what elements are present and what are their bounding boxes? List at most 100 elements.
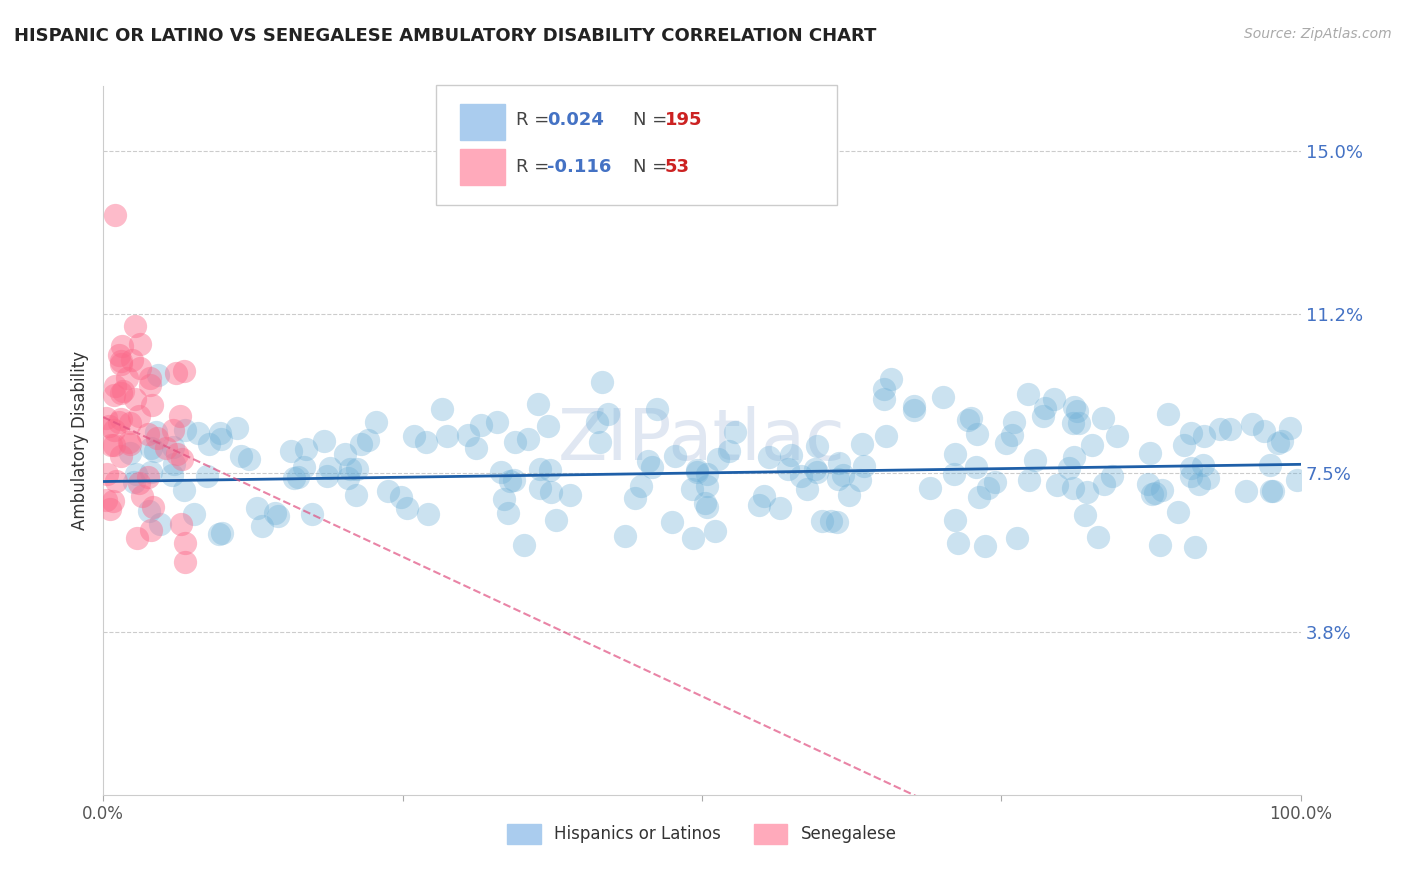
Point: [128, 336, 150, 351]
Point: [752, 489, 775, 503]
Point: [1076, 484, 1098, 499]
Point: [128, 476, 150, 491]
Point: [1063, 450, 1085, 465]
Point: [120, 446, 142, 460]
Point: [503, 434, 526, 449]
Point: [682, 531, 704, 545]
Point: [1080, 438, 1102, 452]
Point: [789, 468, 811, 483]
Point: [364, 415, 387, 429]
Point: [503, 474, 526, 488]
Point: [103, 423, 125, 437]
Point: [118, 417, 141, 431]
Point: [465, 441, 488, 455]
Point: [187, 426, 209, 441]
Point: [108, 415, 131, 429]
Point: [94, 493, 117, 508]
Point: [173, 555, 195, 569]
Point: [1062, 481, 1084, 495]
Point: [585, 415, 607, 429]
Point: [104, 208, 127, 222]
Point: [591, 375, 613, 389]
Point: [124, 475, 146, 490]
Point: [831, 468, 853, 483]
Point: [853, 458, 876, 473]
Point: [162, 467, 184, 482]
Point: [489, 465, 512, 479]
Point: [1143, 486, 1166, 500]
Point: [173, 483, 195, 497]
Point: [537, 419, 560, 434]
Point: [1002, 415, 1025, 429]
Point: [1278, 420, 1301, 434]
Point: [283, 471, 305, 485]
Point: [1253, 424, 1275, 438]
Point: [162, 440, 184, 454]
Point: [339, 462, 361, 476]
Point: [174, 423, 197, 437]
Point: [969, 490, 991, 504]
Text: HISPANIC OR LATINO VS SENEGALESE AMBULATORY DISABILITY CORRELATION CHART: HISPANIC OR LATINO VS SENEGALESE AMBULAT…: [14, 27, 876, 45]
Point: [301, 508, 323, 522]
Point: [246, 501, 269, 516]
Point: [238, 451, 260, 466]
Point: [1191, 458, 1213, 473]
Point: [166, 447, 188, 461]
Point: [1258, 458, 1281, 472]
Point: [696, 500, 718, 515]
Point: [142, 500, 165, 515]
Point: [103, 388, 125, 402]
Point: [391, 490, 413, 504]
Point: [319, 461, 342, 475]
Point: [136, 469, 159, 483]
Text: Source: ZipAtlas.com: Source: ZipAtlas.com: [1244, 27, 1392, 41]
Point: [267, 508, 290, 523]
Point: [155, 441, 177, 455]
Point: [903, 399, 925, 413]
Point: [758, 450, 780, 465]
Point: [664, 449, 686, 463]
Point: [125, 467, 148, 482]
Point: [250, 519, 273, 533]
Point: [1001, 427, 1024, 442]
Point: [121, 352, 143, 367]
Point: [778, 462, 800, 476]
Point: [1087, 529, 1109, 543]
Point: [769, 500, 792, 515]
Point: [346, 462, 368, 476]
Point: [1167, 505, 1189, 519]
Point: [851, 437, 873, 451]
Point: [1180, 469, 1202, 483]
Point: [229, 449, 252, 463]
Point: [396, 501, 419, 516]
Point: [165, 367, 187, 381]
Point: [661, 516, 683, 530]
Point: [1018, 387, 1040, 401]
Point: [1184, 540, 1206, 554]
Point: [589, 435, 612, 450]
Point: [820, 514, 842, 528]
Point: [149, 517, 172, 532]
Point: [1063, 400, 1085, 414]
Point: [1271, 434, 1294, 448]
Point: [1032, 409, 1054, 423]
Point: [105, 474, 128, 488]
Point: [827, 472, 849, 486]
Text: N =: N =: [633, 158, 672, 176]
Point: [526, 397, 548, 411]
Point: [546, 512, 568, 526]
Point: [146, 431, 169, 445]
Point: [875, 429, 897, 443]
Point: [959, 411, 981, 425]
Point: [558, 488, 581, 502]
Point: [1137, 476, 1160, 491]
Point: [529, 481, 551, 495]
Point: [903, 403, 925, 417]
Point: [264, 506, 287, 520]
Point: [1139, 445, 1161, 459]
Point: [1180, 460, 1202, 475]
Point: [973, 539, 995, 553]
Point: [209, 425, 232, 440]
Point: [946, 535, 969, 549]
Point: [703, 524, 725, 538]
